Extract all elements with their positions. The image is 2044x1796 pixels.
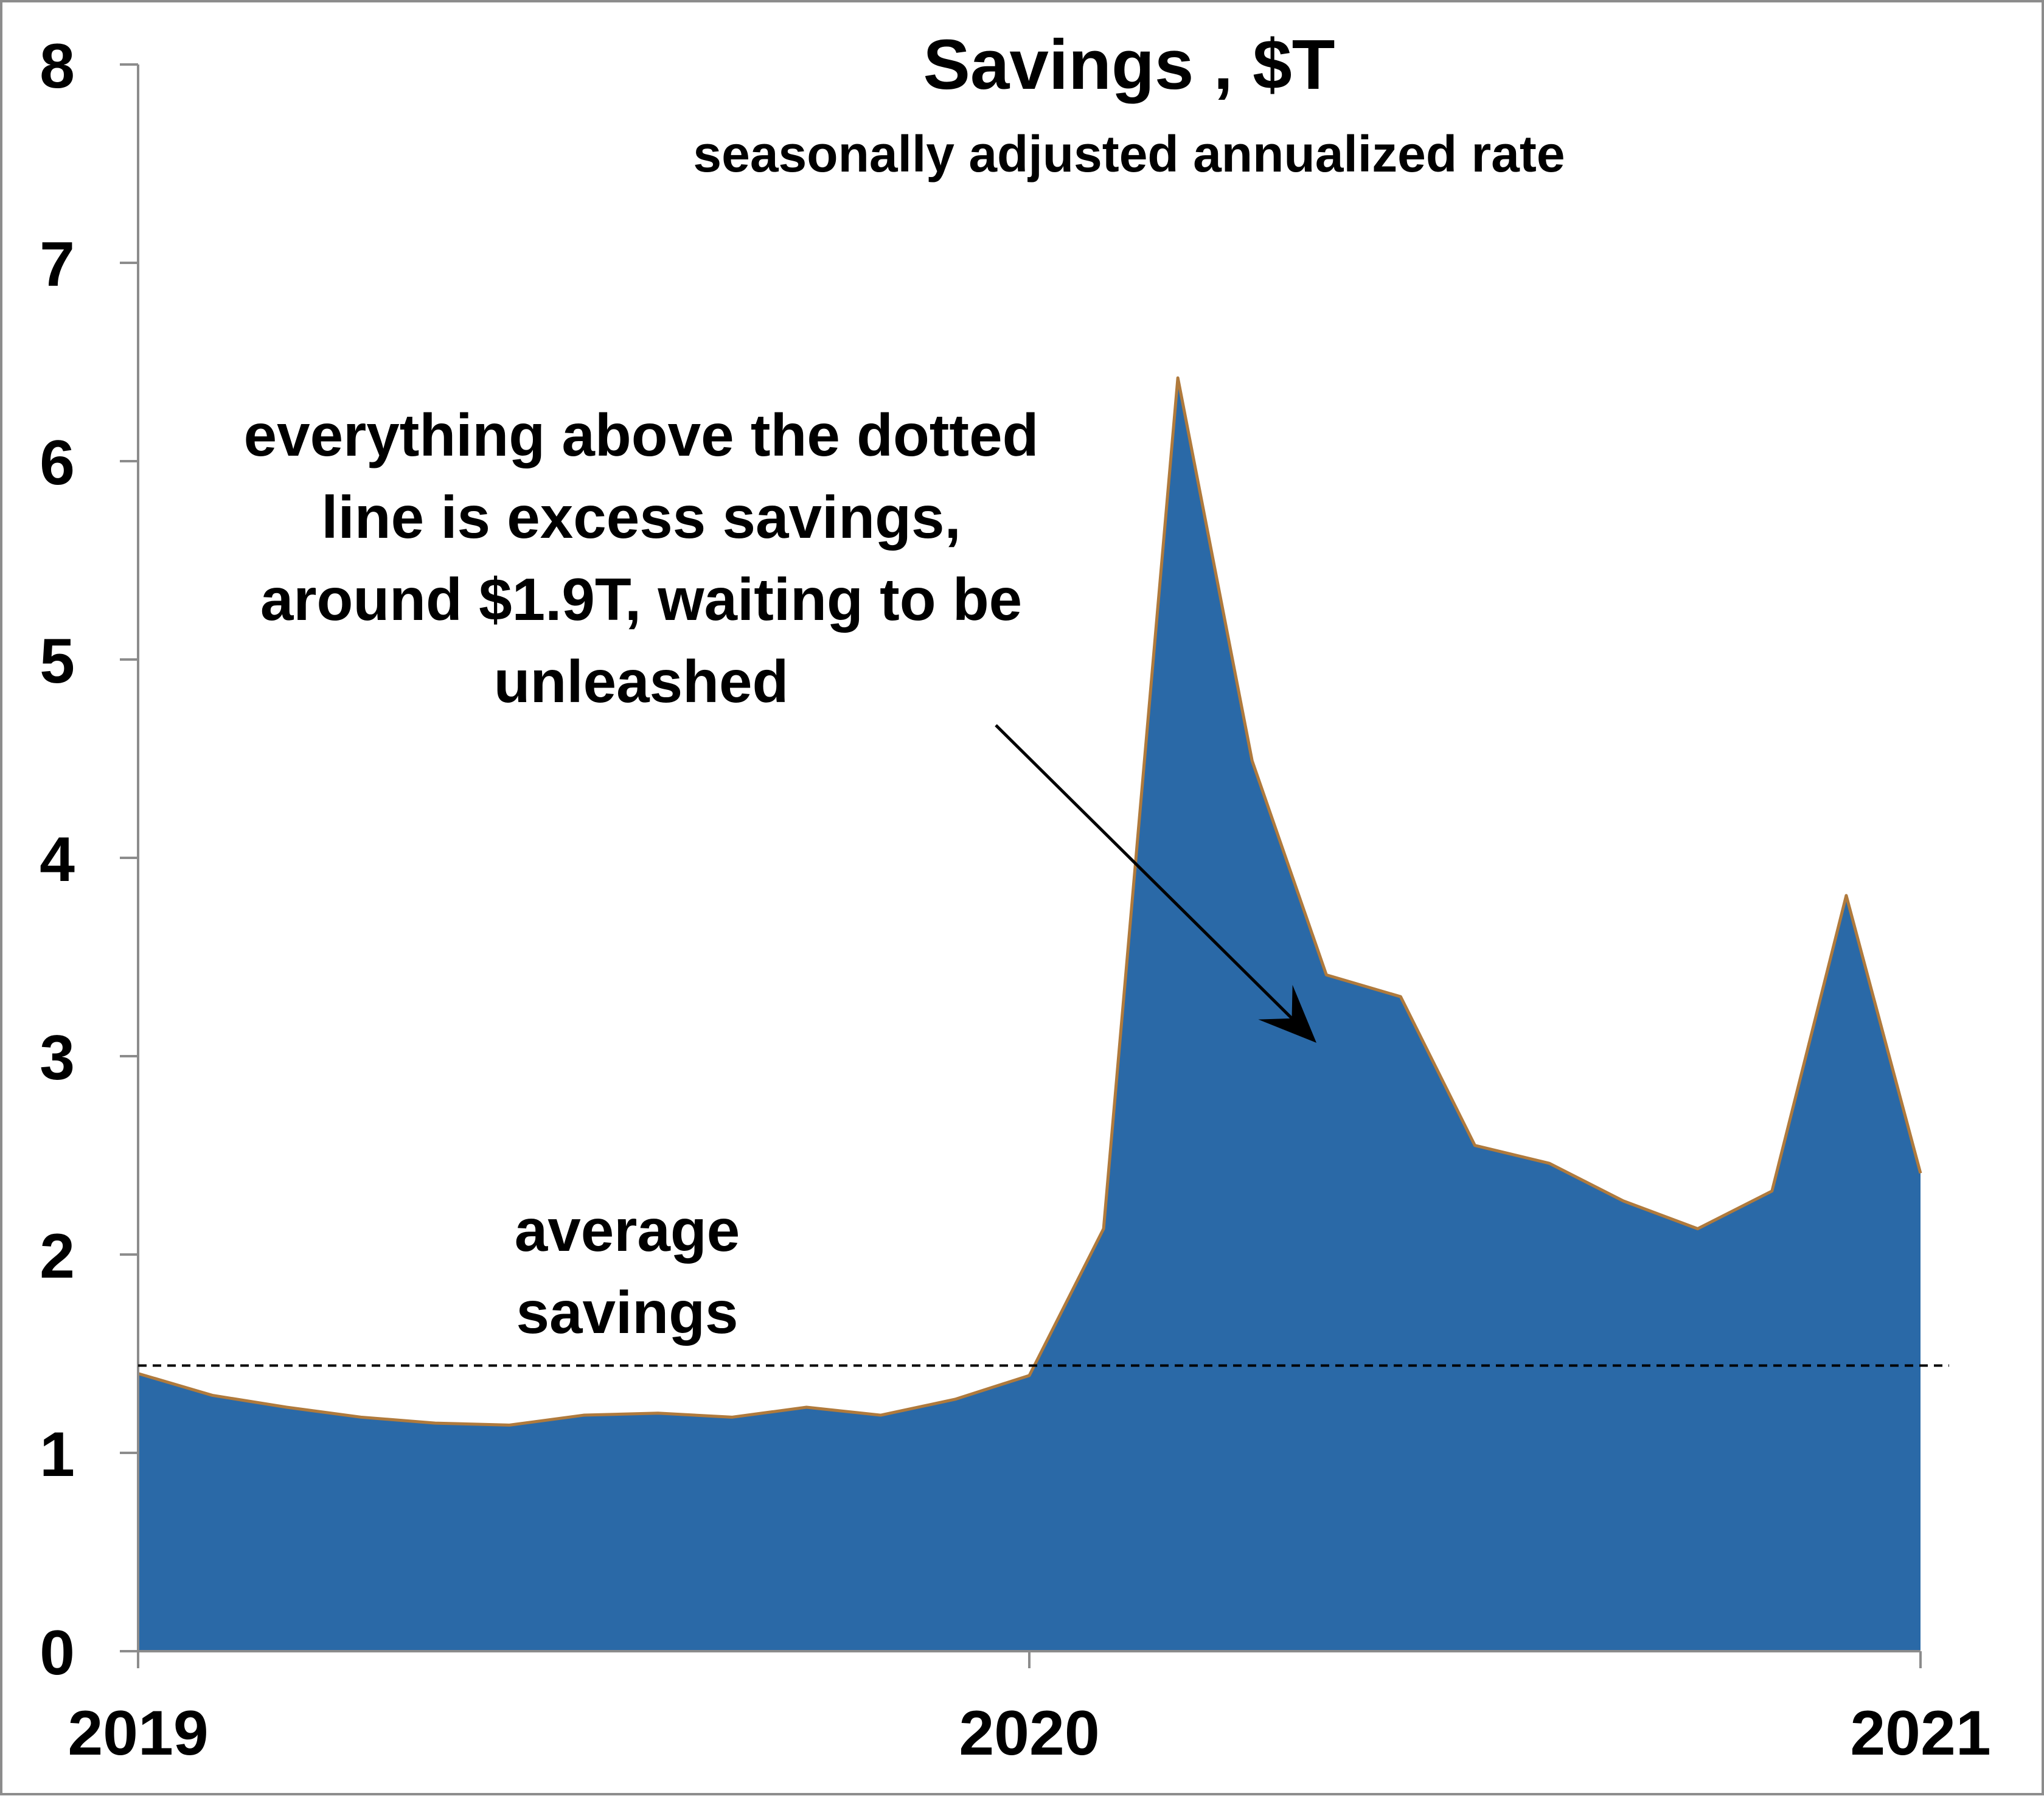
area-layer [137,376,1922,1651]
y-tick-label-4: 4 [40,824,75,895]
y-tick-label-0: 0 [40,1618,75,1688]
text-layer: Savings , $T seasonally adjusted annuali… [244,25,1565,1346]
annotation-line-2: line is excess savings, [321,484,961,551]
x-tick-label-2021: 2021 [1850,1698,1990,1769]
x-tick-label-2019: 2019 [68,1698,208,1769]
axis-layer: 0 1 2 3 4 5 6 7 8 2019 2020 2021 [40,31,1991,1769]
average-label-line-1: average [515,1197,740,1264]
y-tick-label-6: 6 [40,428,75,498]
y-tick-label-1: 1 [40,1419,75,1490]
x-tick-label-2020: 2020 [959,1698,1099,1769]
annotation-line-3: around $1.9T, waiting to be [260,566,1022,633]
annotation-line-1: everything above the dotted [244,402,1039,468]
y-tick-label-3: 3 [40,1023,75,1093]
y-tick-label-2: 2 [40,1221,75,1292]
y-tick-label-7: 7 [40,229,75,300]
chart-title: Savings , $T [923,25,1335,104]
annotation-line-4: unleashed [494,648,789,715]
y-tick-label-8: 8 [40,31,75,102]
annotation-arrow-head [1258,984,1316,1043]
savings-area-fill [138,378,1921,1651]
savings-series-line [137,376,1922,1427]
average-label-line-2: savings [516,1279,739,1346]
chart-subtitle: seasonally adjusted annualized rate [693,125,1565,183]
arrow-layer [995,724,1316,1043]
annotation-arrow-shaft [995,724,1307,1033]
y-tick-label-5: 5 [40,626,75,697]
